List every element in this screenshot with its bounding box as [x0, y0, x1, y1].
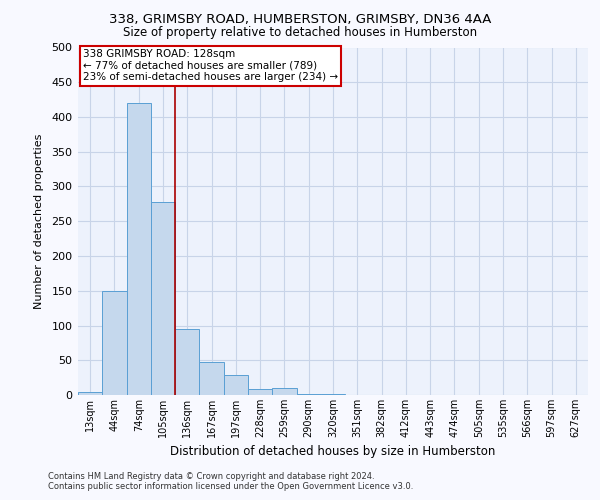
Text: Contains HM Land Registry data © Crown copyright and database right 2024.
Contai: Contains HM Land Registry data © Crown c…	[48, 472, 413, 491]
Bar	[321, 394, 345, 395]
X-axis label: Distribution of detached houses by size in Humberston: Distribution of detached houses by size …	[170, 446, 496, 458]
Bar	[102, 291, 127, 395]
Bar	[199, 362, 224, 395]
Bar	[272, 388, 296, 395]
Y-axis label: Number of detached properties: Number of detached properties	[34, 134, 44, 309]
Text: Size of property relative to detached houses in Humberston: Size of property relative to detached ho…	[123, 26, 477, 39]
Bar	[296, 394, 321, 395]
Bar	[224, 375, 248, 395]
Text: 338, GRIMSBY ROAD, HUMBERSTON, GRIMSBY, DN36 4AA: 338, GRIMSBY ROAD, HUMBERSTON, GRIMSBY, …	[109, 12, 491, 26]
Bar	[175, 329, 199, 395]
Text: 338 GRIMSBY ROAD: 128sqm
← 77% of detached houses are smaller (789)
23% of semi-: 338 GRIMSBY ROAD: 128sqm ← 77% of detach…	[83, 49, 338, 82]
Bar	[151, 202, 175, 395]
Bar	[127, 103, 151, 395]
Bar	[78, 392, 102, 395]
Bar	[248, 390, 272, 395]
